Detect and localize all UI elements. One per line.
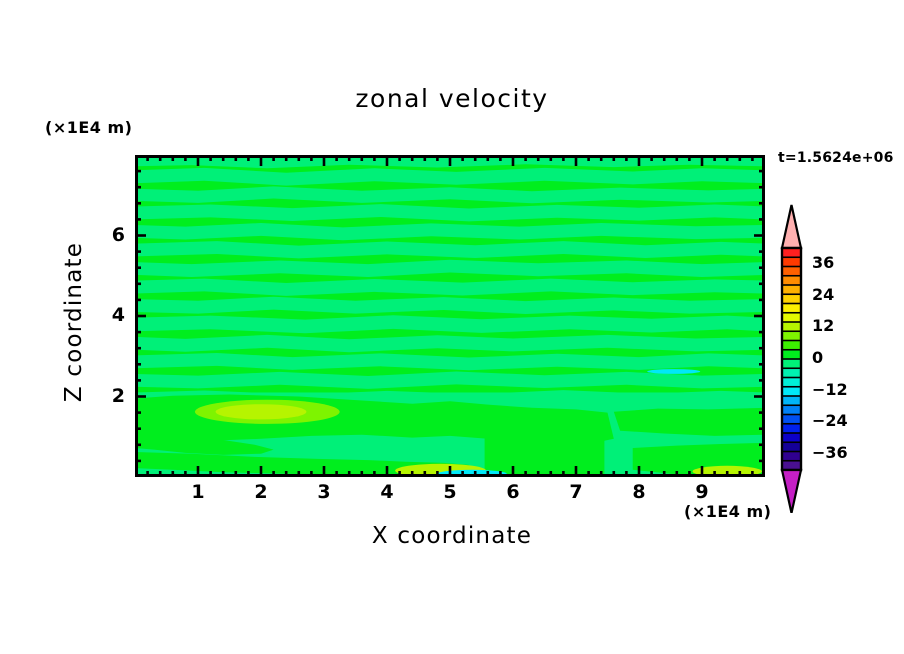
x-tick-label: 1 (191, 481, 205, 503)
x-tick-label: 5 (443, 481, 457, 503)
colorbar-gradient (780, 204, 803, 514)
colorbar-tick-label: −12 (812, 379, 848, 399)
contour-plot-area (135, 155, 765, 477)
colorbar-tick-label: −24 (812, 411, 848, 431)
y-tick-label: 6 (111, 223, 125, 246)
x-tick-label: 6 (506, 481, 520, 503)
x-axis-unit-label: (×1E4 m) (684, 502, 772, 521)
y-axis-title: Z coordinate (61, 241, 87, 403)
colorbar-tick-label: −36 (812, 443, 848, 463)
contour-field (135, 155, 765, 477)
chart-title: zonal velocity (355, 84, 549, 113)
plot-frame (135, 155, 765, 477)
x-tick-label: 9 (695, 481, 709, 503)
colorbar-tick-label: 0 (812, 348, 824, 367)
time-annotation: t=1.5624e+06 (778, 150, 894, 166)
y-tick-label: 2 (111, 384, 125, 407)
x-tick-label: 3 (317, 481, 331, 503)
x-tick-label: 2 (254, 481, 268, 503)
x-tick-label: 8 (632, 481, 646, 503)
y-axis-unit-label: (×1E4 m) (45, 118, 133, 137)
x-tick-label: 4 (380, 481, 394, 503)
colorbar: 36 24 12 0 −12 −24 −36 (779, 203, 848, 517)
colorbar-tick-label: 12 (812, 316, 835, 336)
colorbar-tick-label: 36 (812, 252, 835, 272)
x-axis-title: X coordinate (371, 523, 533, 549)
colorbar-tick-label: 24 (812, 284, 835, 304)
y-tick-label: 4 (111, 304, 125, 326)
x-tick-label: 7 (569, 481, 583, 503)
